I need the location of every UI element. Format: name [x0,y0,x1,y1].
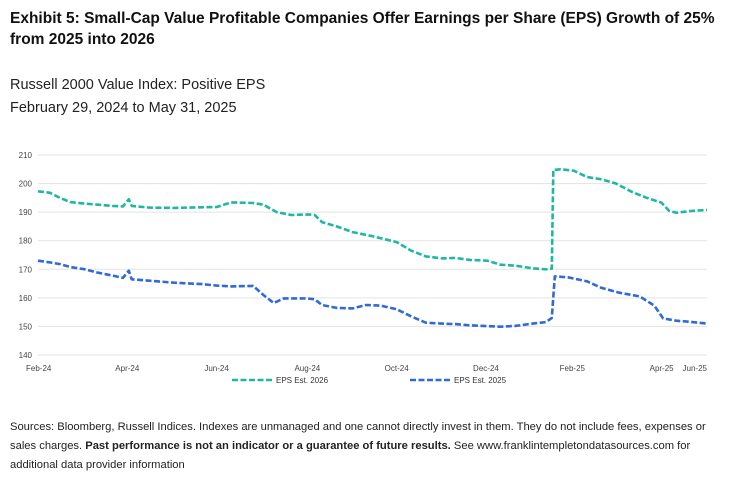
y-tick-label: 210 [19,151,33,160]
page-title: Exhibit 5: Small-Cap Value Profitable Co… [10,10,715,48]
footnote-disclaimer: Past performance is not an indicator or … [85,440,451,452]
x-tick-label: Feb-24 [26,364,52,373]
x-tick-label: Apr-24 [115,364,140,373]
y-tick-label: 150 [19,322,33,331]
x-tick-label: Jun-25 [683,364,708,373]
eps-line-chart: 140 150 160 170 180 190 200 210 Feb-24 Apr-24 Jun-… [19,151,708,385]
legend-label: EPS Est. 2026 [276,376,329,385]
y-tick-label: 170 [19,265,33,274]
series-line-eps-est-2026 [37,168,708,271]
x-tick-label: Feb-25 [560,364,586,373]
sources-footnote: Sources: Bloomberg, Russell Indices. Ind… [10,418,722,475]
y-tick-label: 180 [19,237,33,246]
series-line-eps-est-2025 [37,259,708,328]
y-tick-label: 190 [19,208,33,217]
x-tick-label: Aug-24 [294,364,320,373]
x-tick-label: Apr-25 [650,364,675,373]
chart-date-range: February 29, 2024 to May 31, 2025 [10,100,237,116]
footnote-link-text: See www.franklintempletondatasources.com… [10,440,691,471]
x-tick-label: Oct-24 [385,364,410,373]
footnote-text: Sources: Bloomberg, Russell Indices. Ind… [10,421,706,452]
x-tick-label: Jun-24 [204,364,229,373]
y-tick-label: 200 [19,180,33,189]
y-tick-label: 140 [19,351,33,360]
chart-subtitle: Russell 2000 Value Index: Positive EPS [10,77,266,93]
legend-label: EPS Est. 2025 [454,376,507,385]
x-tick-label: Dec-24 [473,364,499,373]
y-tick-label: 160 [19,294,33,303]
